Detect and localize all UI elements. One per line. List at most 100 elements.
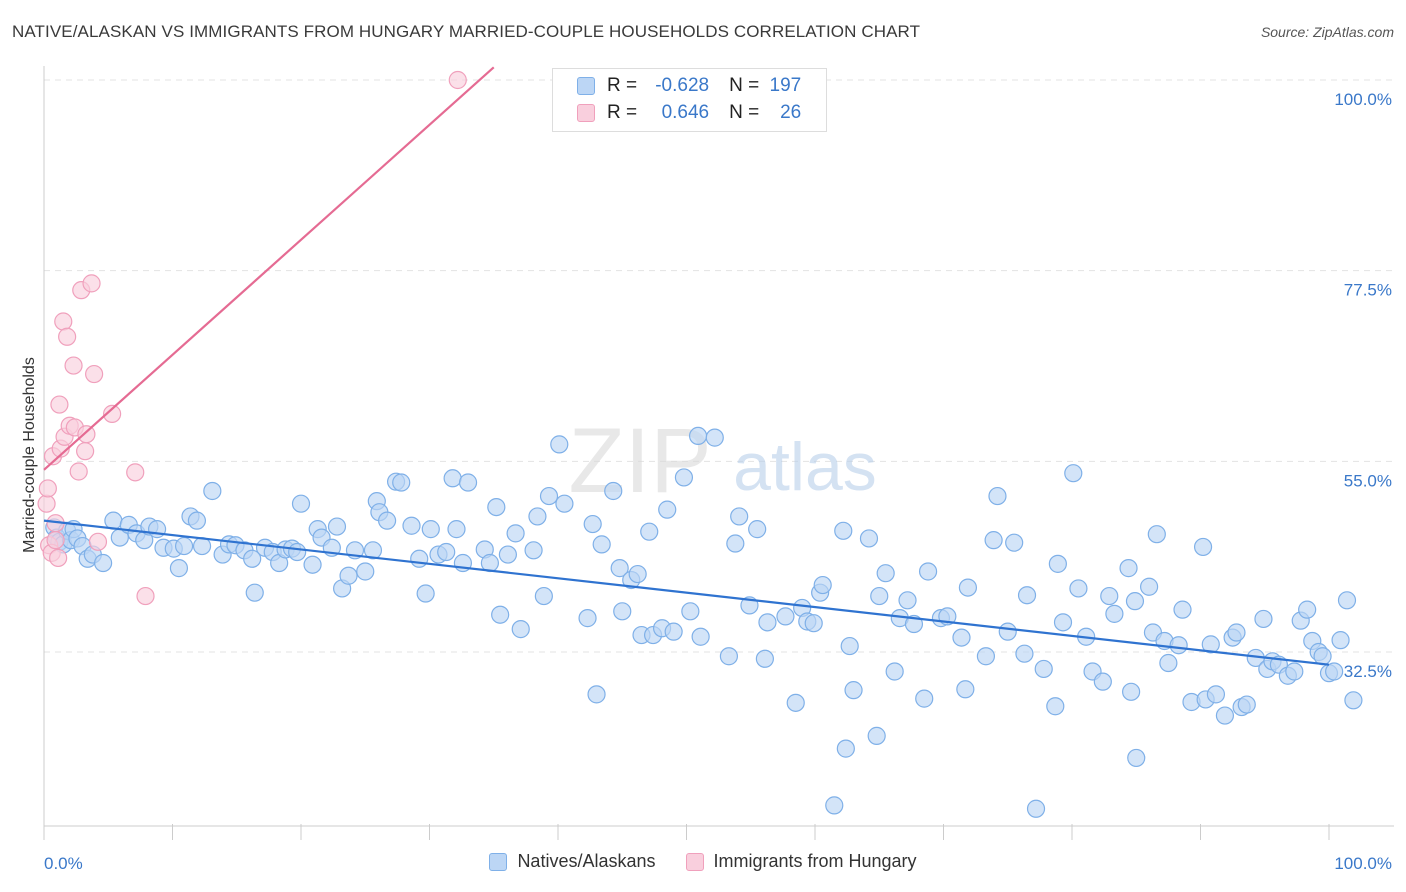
data-point: [844, 681, 863, 700]
data-point: [984, 531, 1003, 550]
data-point: [1201, 635, 1220, 654]
data-point: [836, 739, 855, 758]
data-point: [54, 312, 73, 331]
r-value: 0.646: [661, 102, 710, 123]
data-point: [1125, 592, 1145, 611]
stats-legend: R = -0.628 N = 197 R = 0.646 N = 26: [552, 68, 827, 132]
data-point: [1048, 554, 1067, 573]
data-point: [76, 442, 95, 461]
data-point: [49, 548, 68, 568]
data-point: [578, 609, 597, 628]
data-point: [1298, 600, 1317, 619]
data-point: [103, 404, 122, 423]
data-point: [988, 486, 1007, 506]
watermark: ZIP atlas: [568, 410, 876, 512]
data-point: [511, 620, 530, 639]
data-point: [867, 726, 886, 745]
data-point: [1254, 609, 1273, 629]
data-point: [705, 428, 724, 447]
trend-line: [43, 66, 495, 471]
watermark-zip: ZIP: [568, 410, 711, 512]
data-point: [534, 586, 553, 606]
data-point: [1122, 682, 1141, 701]
data-point: [898, 591, 917, 610]
data-point: [421, 520, 440, 539]
data-point: [447, 520, 466, 539]
data-point: [1069, 579, 1088, 598]
data-point: [104, 511, 123, 530]
data-point: [487, 497, 506, 517]
watermark-atlas: atlas: [733, 429, 877, 505]
data-point: [46, 531, 65, 550]
trend-lines: [43, 66, 1330, 666]
data-point: [69, 462, 88, 481]
data-point: [85, 364, 104, 384]
x-tick-label: 0.0%: [44, 854, 83, 873]
data-point: [755, 649, 774, 668]
data-point: [356, 562, 375, 581]
data-point: [443, 469, 462, 488]
data-point: [674, 468, 694, 487]
x-tick-label: 100.0%: [1334, 854, 1392, 873]
data-point: [825, 796, 844, 815]
data-point: [82, 274, 101, 293]
y-tick-label: 100.0%: [1334, 90, 1392, 109]
data-point: [1237, 695, 1256, 714]
data-point: [719, 647, 739, 666]
data-point: [402, 516, 421, 535]
data-point: [327, 517, 347, 536]
data-point: [339, 566, 358, 585]
r-label: R =: [607, 75, 638, 96]
data-point: [1325, 662, 1344, 681]
data-point: [610, 559, 629, 578]
data-point: [1331, 631, 1350, 650]
data-point: [904, 614, 924, 634]
data-point: [748, 520, 767, 539]
trend-line: [43, 519, 1330, 666]
data-point: [583, 514, 602, 534]
r-value: -0.628: [655, 75, 710, 96]
data-point: [38, 479, 57, 498]
data-point: [1344, 691, 1363, 710]
legend-item-hungary[interactable]: Immigrants from Hungary: [685, 851, 917, 872]
series-legend: Natives/Alaskans Immigrants from Hungary: [0, 851, 1406, 872]
data-point: [664, 622, 683, 641]
data-point: [550, 435, 569, 454]
legend-swatch-blue: [489, 852, 508, 871]
data-point: [539, 486, 559, 506]
data-point: [1147, 525, 1166, 544]
data-point: [64, 356, 83, 375]
data-point: [169, 559, 189, 578]
series-natives-alaskans: [45, 426, 1363, 818]
n-value: 26: [780, 102, 802, 123]
data-point: [870, 586, 889, 606]
data-point: [688, 426, 708, 446]
data-point: [243, 549, 262, 568]
data-point: [640, 522, 659, 541]
data-point: [813, 575, 832, 595]
n-value: 197: [769, 75, 802, 96]
data-point: [613, 602, 632, 621]
grid-layer: [44, 79, 1394, 653]
data-point: [1227, 623, 1246, 642]
data-point: [1206, 685, 1226, 704]
legend-swatch-pink: [685, 852, 704, 871]
legend-label: Natives/Alaskans: [517, 851, 656, 871]
data-point: [1139, 577, 1159, 596]
data-point: [363, 541, 383, 560]
legend-item-natives[interactable]: Natives/Alaskans: [489, 851, 656, 872]
data-point: [952, 628, 971, 647]
data-point: [776, 607, 795, 626]
data-point: [1337, 591, 1357, 610]
data-point: [58, 327, 77, 346]
data-point: [956, 680, 975, 699]
data-point: [726, 534, 745, 553]
y-tick-label: 32.5%: [1344, 662, 1392, 681]
data-point: [1034, 659, 1053, 679]
data-point: [804, 614, 823, 633]
data-point: [1313, 647, 1332, 666]
data-point: [491, 605, 510, 624]
data-point: [94, 553, 113, 573]
data-point: [126, 463, 145, 482]
